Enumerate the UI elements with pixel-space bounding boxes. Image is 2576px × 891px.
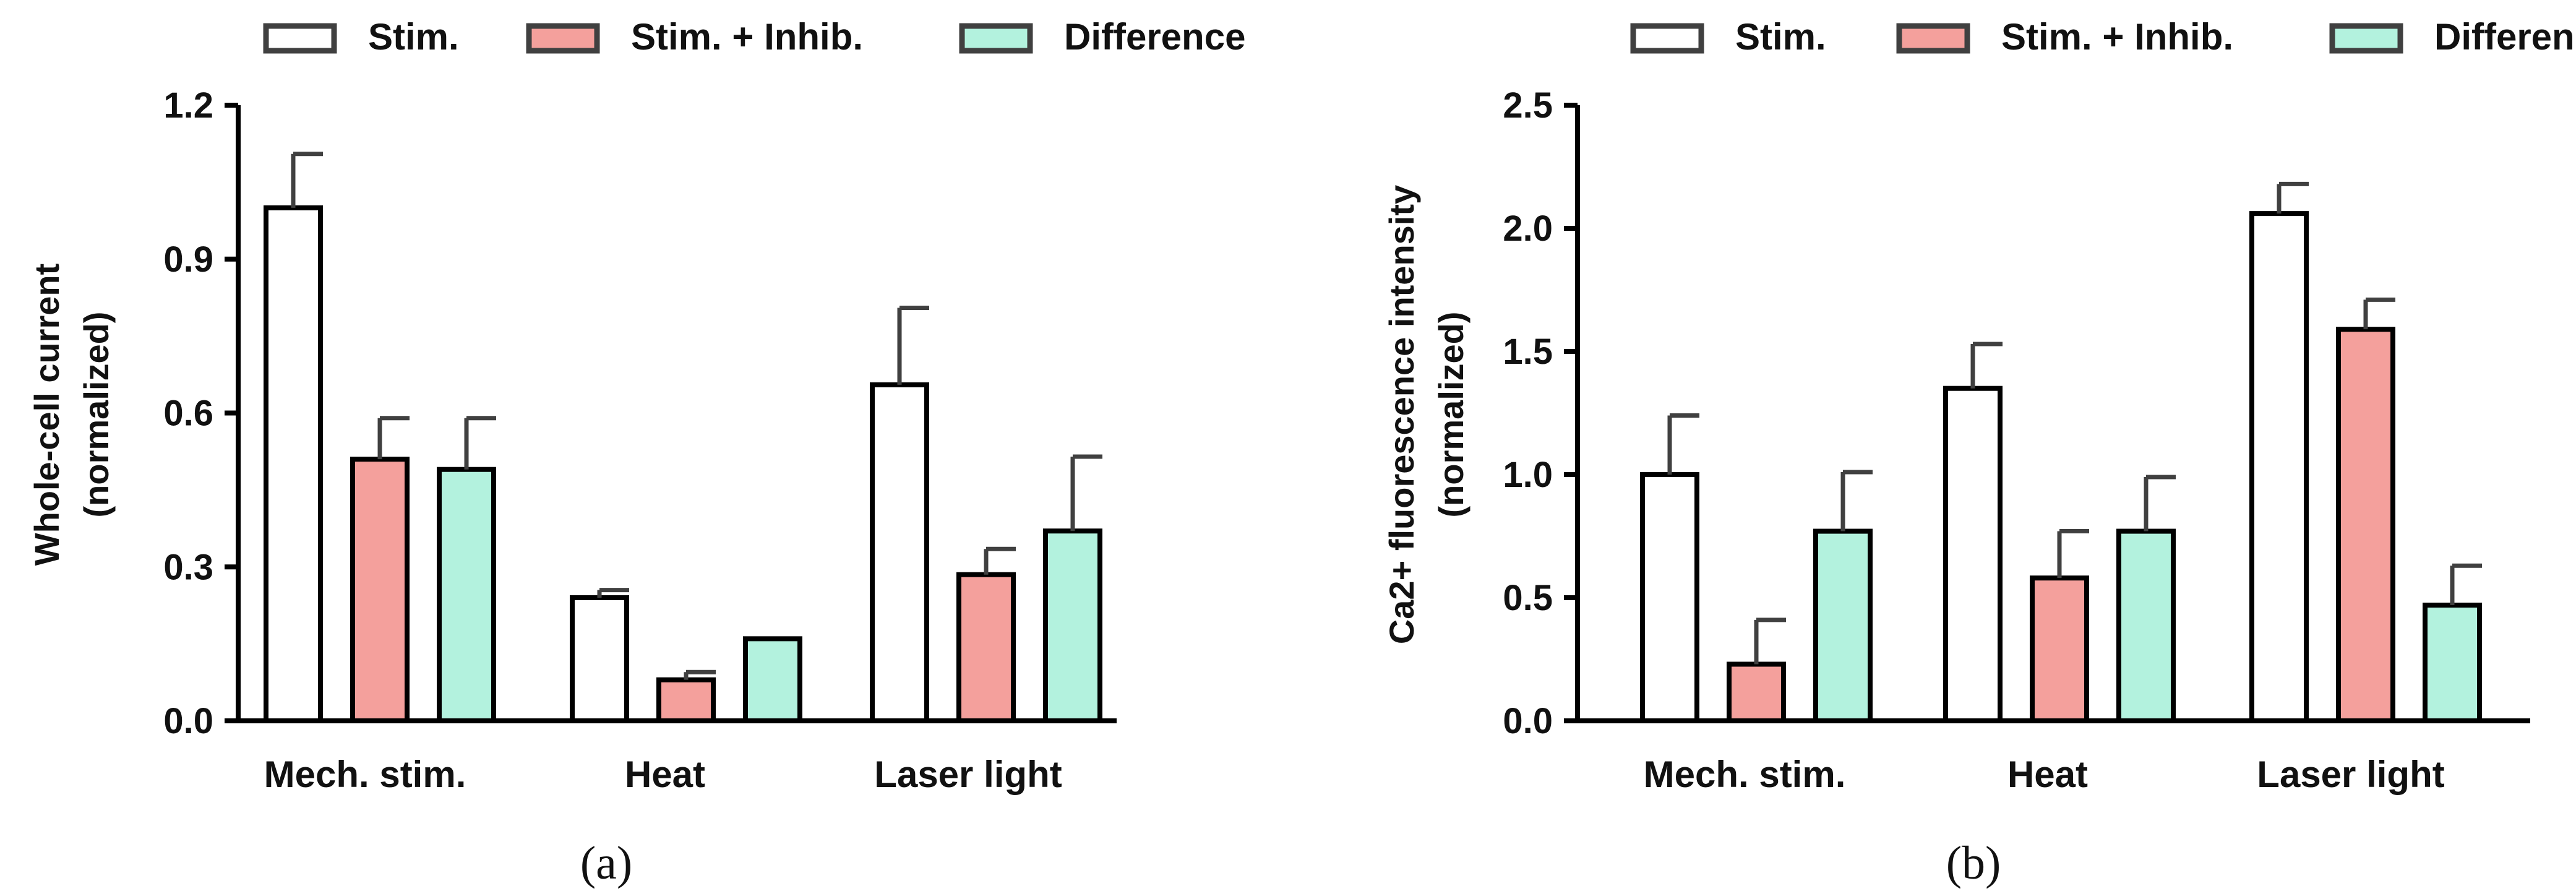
y-tick-label-3: 0.9 [163,239,213,280]
y-tick-label-0: 0.0 [1503,701,1553,741]
x-tick-label-2: Laser light [874,754,1062,795]
y-tick-label-3: 1.5 [1503,332,1553,372]
x-tick-label-1: Heat [2007,754,2088,795]
bar-2-1 [2116,528,2176,723]
bar-0-0 [264,205,323,724]
bar-1-0 [350,457,410,723]
bar-1-0 [1727,661,1786,723]
bar-0-0 [1640,472,1699,723]
legend-swatch-2 [959,23,1033,54]
legend-swatch-0 [263,23,337,54]
y-axis-label-line-0: Ca2+ fluorescence intensity [1382,185,1421,644]
y-tick-label-1: 0.3 [163,547,213,587]
panel-label: (b) [1946,837,2001,889]
legend-swatch-2 [2329,23,2403,54]
legend-label-1: Stim. + Inhib. [2001,16,2233,58]
legend-label-2: Difference [2434,16,2576,58]
legend-swatch-1 [1896,23,1970,54]
bar-0-2 [2249,211,2309,723]
panel-label: (a) [580,837,632,889]
y-axis-label-line-0: Whole-cell current [27,264,66,566]
legend-label-0: Stim. [368,16,459,58]
y-tick-label-4: 1.2 [163,85,213,126]
bar-0-1 [1943,385,2003,723]
bar-2-2 [2423,602,2482,723]
bar-1-2 [2336,327,2395,723]
x-tick-label-0: Mech. stim. [1644,754,1846,795]
bar-1-2 [956,572,1016,723]
y-tick-label-1: 0.5 [1503,578,1553,618]
x-tick-label-0: Mech. stim. [264,754,466,795]
bar-2-1 [743,636,802,724]
bar-1-1 [656,677,716,723]
y-axis-label-line-1: (normalized) [77,312,116,518]
y-tick-label-4: 2.0 [1503,209,1553,249]
bar-2-2 [1043,528,1102,723]
y-axis-label-line-1: (normalized) [1432,312,1470,518]
panel-b: Stim. Stim. + Inhib. Difference 0.0 0.5 1.0 1.… [1382,16,2576,889]
legend-swatch-1 [526,23,600,54]
y-tick-label-2: 0.6 [163,394,213,434]
legend-label-2: Difference [1064,16,1245,58]
y-tick-label-0: 0.0 [163,701,213,741]
legend-label-1: Stim. + Inhib. [631,16,863,58]
legend-swatch-0 [1630,23,1704,54]
y-tick-label-2: 1.0 [1503,455,1553,495]
x-tick-label-2: Laser light [2257,754,2444,795]
legend-label-0: Stim. [1735,16,1826,58]
bar-2-0 [1813,528,1873,723]
y-tick-label-5: 2.5 [1503,85,1553,126]
bar-0-1 [570,595,629,723]
bar-2-0 [437,467,496,723]
panel-a: Stim. Stim. + Inhib. Difference 0.0 0.3 0.6 0.… [27,16,1245,889]
bar-1-1 [2030,575,2089,723]
bar-0-2 [870,382,929,723]
x-tick-label-1: Heat [625,754,705,795]
